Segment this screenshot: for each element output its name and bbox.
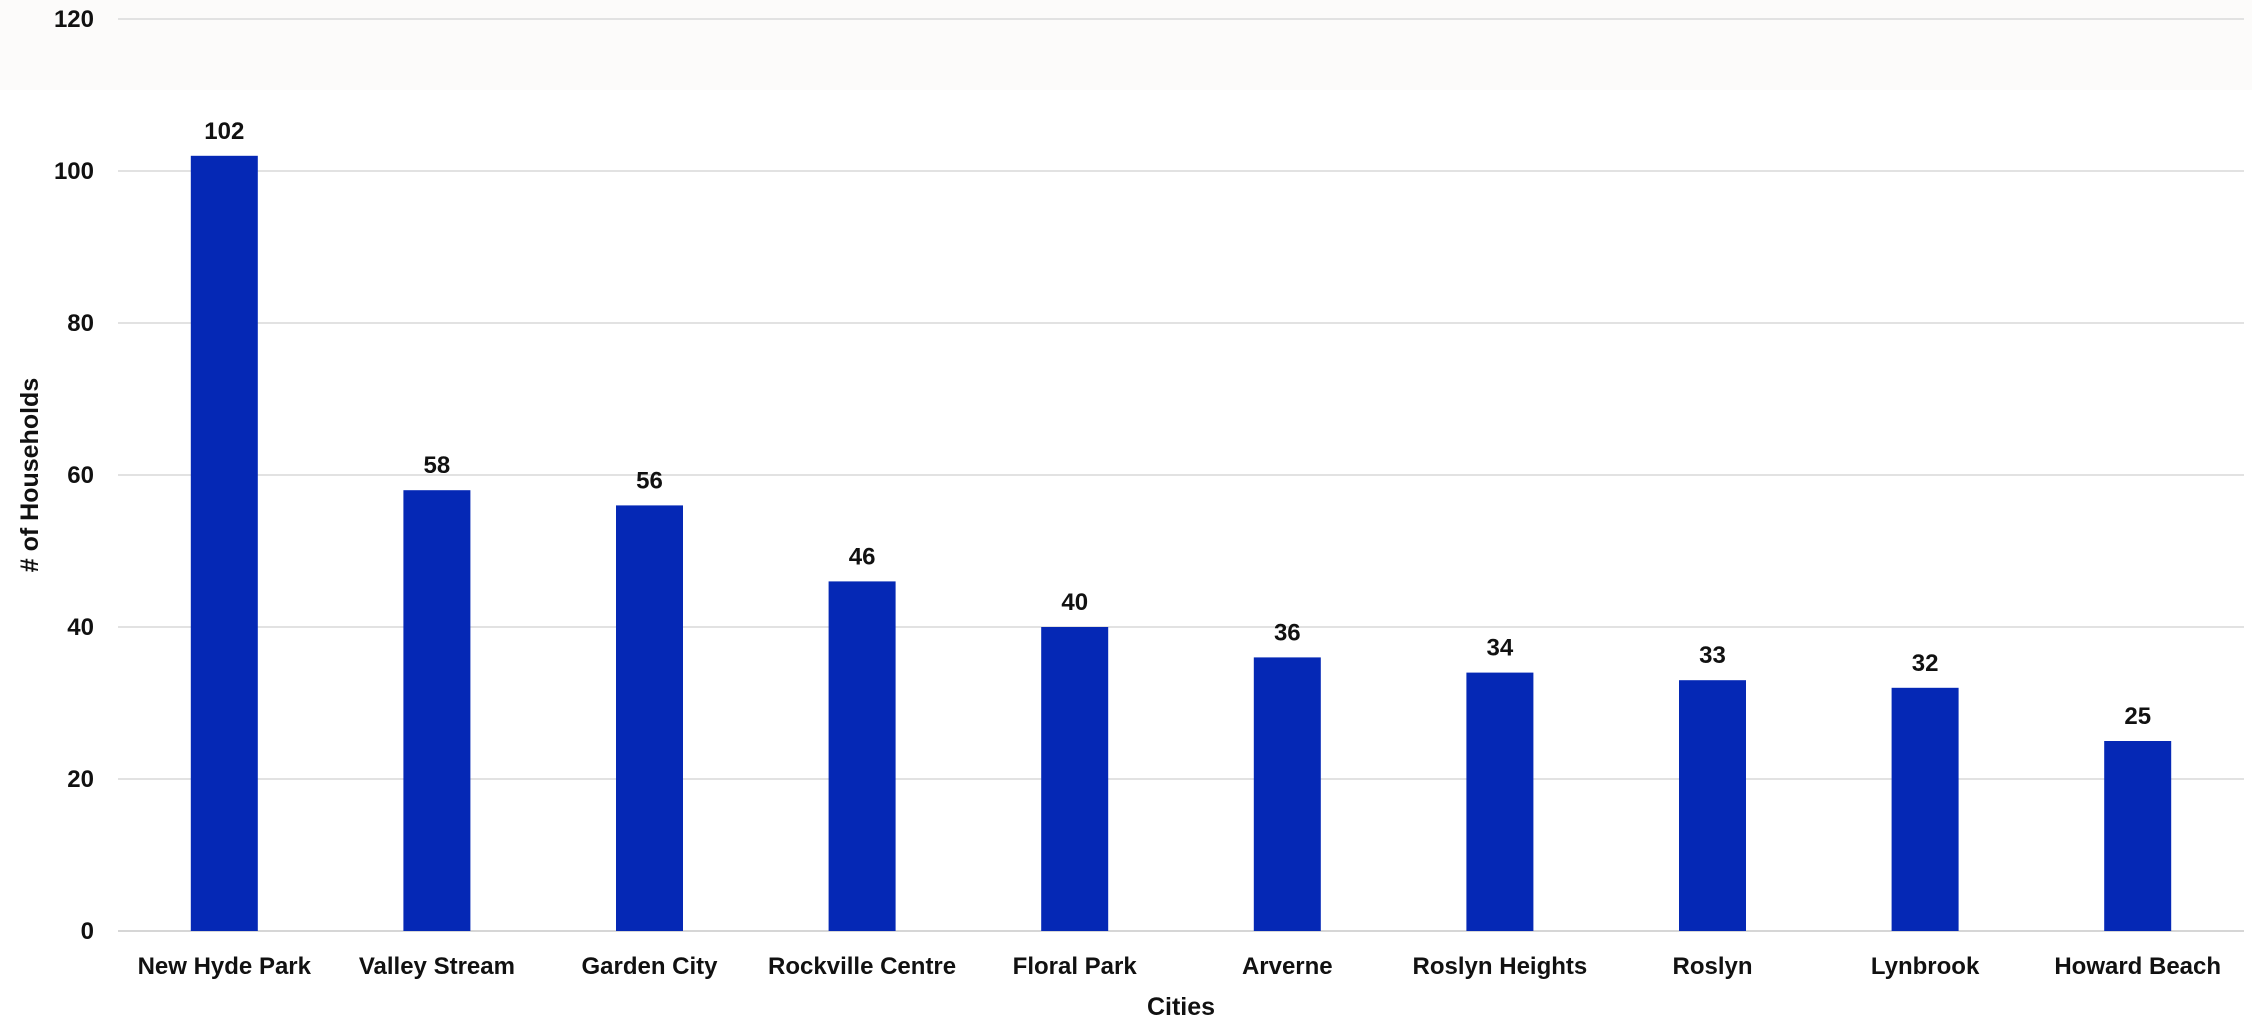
data-labels: 102 58 56 46 40 36 34 33 32 25 bbox=[204, 118, 2151, 730]
x-tick-label: Lynbrook bbox=[1871, 953, 1980, 980]
x-tick-label: Rockville Centre bbox=[768, 953, 956, 980]
y-axis-ticks: 0 20 40 60 80 100 120 bbox=[54, 6, 94, 945]
y-tick-label: 40 bbox=[67, 614, 94, 641]
bar-value-label: 56 bbox=[636, 467, 663, 494]
bars bbox=[190, 155, 2172, 932]
bar bbox=[1679, 680, 1746, 931]
y-axis-title: # of Households bbox=[16, 378, 44, 572]
y-tick-label: 80 bbox=[67, 310, 94, 337]
bar bbox=[828, 581, 896, 931]
bar-value-label: 58 bbox=[424, 452, 451, 479]
bar bbox=[403, 490, 471, 931]
bar-value-label: 102 bbox=[204, 118, 244, 145]
bar-value-label: 34 bbox=[1487, 635, 1514, 662]
y-tick-label: 60 bbox=[67, 462, 94, 489]
bar-value-label: 32 bbox=[1912, 650, 1939, 677]
bar bbox=[1466, 672, 1534, 931]
x-axis-categories: New Hyde Park Valley Stream Garden City Roc… bbox=[138, 953, 2221, 980]
bar bbox=[1041, 627, 1109, 931]
bar bbox=[2104, 741, 2172, 931]
bar bbox=[1253, 657, 1321, 931]
chart-top-band bbox=[0, 0, 2252, 90]
y-tick-label: 100 bbox=[54, 158, 94, 185]
gridlines bbox=[118, 18, 2244, 932]
y-tick-label: 20 bbox=[67, 766, 94, 793]
x-tick-label: Floral Park bbox=[1013, 953, 1138, 980]
bar-value-label: 36 bbox=[1274, 619, 1301, 646]
x-tick-label: Howard Beach bbox=[2054, 953, 2221, 980]
bar-value-label: 40 bbox=[1061, 589, 1088, 616]
x-tick-label: Arverne bbox=[1242, 953, 1333, 980]
bar bbox=[1891, 687, 1959, 931]
x-tick-label: Garden City bbox=[581, 953, 718, 980]
bar bbox=[616, 505, 683, 931]
x-tick-label: Roslyn bbox=[1672, 953, 1752, 980]
y-tick-label: 120 bbox=[54, 6, 94, 33]
y-tick-label: 0 bbox=[81, 918, 94, 945]
x-tick-label: Roslyn Heights bbox=[1413, 953, 1588, 980]
x-tick-label: New Hyde Park bbox=[138, 953, 312, 980]
bar bbox=[190, 155, 258, 932]
bar-value-label: 25 bbox=[2124, 703, 2151, 730]
x-axis-title: Cities bbox=[1147, 993, 1215, 1020]
x-tick-label: Valley Stream bbox=[359, 953, 515, 980]
bar-value-label: 33 bbox=[1699, 642, 1726, 669]
bar-value-label: 46 bbox=[849, 543, 876, 570]
